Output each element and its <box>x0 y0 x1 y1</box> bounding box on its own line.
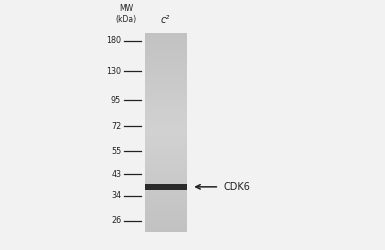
Bar <box>144 173 187 176</box>
Bar <box>144 222 187 226</box>
Bar <box>144 36 187 40</box>
Bar <box>144 182 187 186</box>
Text: 55: 55 <box>111 147 121 156</box>
Bar <box>144 202 187 206</box>
Text: 72: 72 <box>111 122 121 130</box>
Bar <box>144 60 187 63</box>
Bar <box>144 189 187 192</box>
Text: c²: c² <box>161 15 170 25</box>
Bar <box>144 179 187 182</box>
Bar <box>144 93 187 96</box>
Bar <box>144 100 187 103</box>
Bar <box>144 216 187 219</box>
Bar <box>144 73 187 76</box>
Bar <box>144 196 187 199</box>
Bar <box>144 146 187 150</box>
Bar <box>144 163 187 166</box>
Bar <box>144 86 187 90</box>
Bar <box>144 50 187 53</box>
Text: 130: 130 <box>106 66 121 76</box>
Bar <box>144 126 187 130</box>
Bar <box>144 116 187 119</box>
Bar <box>144 90 187 93</box>
Bar <box>144 199 187 202</box>
Bar <box>144 186 187 189</box>
Bar <box>144 66 187 70</box>
Bar <box>144 229 187 232</box>
Bar <box>144 63 187 66</box>
Bar <box>144 143 187 146</box>
Bar <box>144 206 187 209</box>
Bar <box>144 106 187 110</box>
Bar <box>144 130 187 133</box>
Bar <box>144 140 187 143</box>
Bar <box>144 209 187 212</box>
Bar <box>144 96 187 100</box>
Bar <box>144 33 187 232</box>
Bar <box>144 43 187 46</box>
Bar <box>144 46 187 50</box>
Bar <box>144 103 187 106</box>
Bar <box>144 53 187 56</box>
Bar <box>144 166 187 169</box>
Text: 26: 26 <box>111 216 121 226</box>
Text: 95: 95 <box>111 96 121 105</box>
Bar <box>144 153 187 156</box>
Text: 43: 43 <box>111 170 121 178</box>
Bar <box>144 33 187 36</box>
Bar <box>144 226 187 229</box>
Bar <box>144 110 187 113</box>
Bar <box>144 160 187 163</box>
Bar <box>144 133 187 136</box>
Bar <box>144 192 187 196</box>
Bar <box>144 120 187 123</box>
Bar <box>144 80 187 83</box>
Text: 180: 180 <box>106 36 121 45</box>
Bar <box>144 123 187 126</box>
Bar <box>144 219 187 222</box>
Bar <box>144 169 187 173</box>
Bar <box>144 76 187 80</box>
Bar <box>144 176 187 179</box>
Text: CDK6: CDK6 <box>224 182 251 192</box>
Bar <box>144 40 187 43</box>
Bar <box>144 212 187 216</box>
Bar <box>144 83 187 86</box>
Bar <box>144 156 187 160</box>
Bar <box>144 56 187 60</box>
Text: 34: 34 <box>111 192 121 200</box>
Bar <box>144 113 187 116</box>
Text: MW
(kDa): MW (kDa) <box>116 4 137 24</box>
Bar <box>144 70 187 73</box>
Bar <box>144 184 187 190</box>
Bar <box>144 136 187 140</box>
Bar <box>144 150 187 153</box>
